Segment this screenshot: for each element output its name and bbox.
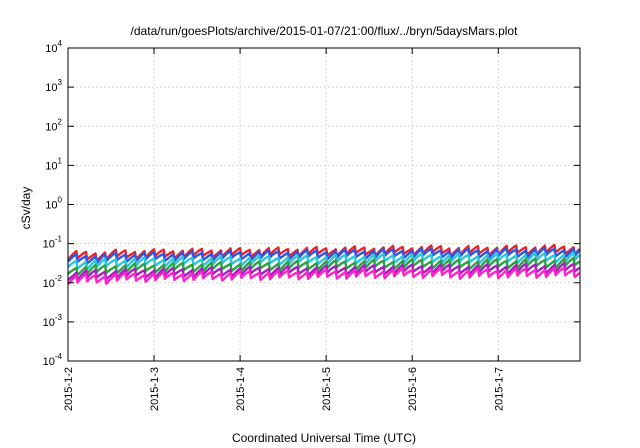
x-tick-label: 2015-1-2 [63,367,75,411]
y-tick-base: 10 [45,121,57,133]
y-tick-base: 10 [43,278,55,290]
y-tick-exponent: 0 [58,196,63,205]
y-tick-label: 102 [45,117,62,133]
tick-marks [67,47,580,362]
y-tick-exponent: -4 [55,352,63,361]
x-tick-label: 2015-1-5 [321,367,333,411]
y-tick-exponent: -2 [55,274,63,283]
y-tick-base: 10 [43,356,55,368]
y-tick-base: 10 [45,200,57,212]
series-line [67,243,581,263]
y-tick-exponent: -3 [55,313,63,322]
series-group [67,243,581,286]
series-line [67,251,581,271]
y-axis-label: cSv/day [19,187,33,230]
x-tick-label: 2015-1-7 [493,367,505,411]
y-tick-label: 104 [45,39,62,55]
series-line [67,246,581,265]
y-tick-base: 10 [43,239,55,251]
y-tick-exponent: 2 [58,117,63,126]
series-line [67,256,581,277]
series-line [67,262,581,282]
y-tick-label: 103 [45,78,62,94]
y-tick-exponent: 1 [58,156,63,165]
x-axis-label: Coordinated Universal Time (UTC) [232,431,416,445]
y-tick-exponent: -1 [55,235,63,244]
y-tick-label: 101 [45,156,62,172]
x-tick-labels: 2015-1-2 2015-1-3 2015-1-4 2015-1-5 2015-1-6… [63,367,505,411]
y-tick-base: 10 [45,43,57,55]
x-tick-label: 2015-1-6 [407,367,419,411]
y-tick-exponent: 4 [58,39,63,48]
y-tick-base: 10 [45,82,57,94]
x-tick-label: 2015-1-3 [149,367,161,411]
y-tick-label: 10-1 [43,235,63,251]
series-line [67,266,581,286]
chart-title: /data/run/goesPlots/archive/2015-01-07/2… [131,24,519,38]
y-tick-base: 10 [45,160,57,172]
y-tick-exponent: 3 [58,78,63,87]
y-tick-label: 100 [45,196,62,212]
y-tick-base: 10 [43,317,55,329]
y-tick-label: 10-3 [43,313,63,329]
y-tick-label: 10-2 [43,274,63,290]
y-tick-label: 10-4 [43,352,63,368]
grid [68,48,580,361]
x-tick-label: 2015-1-4 [235,367,247,411]
